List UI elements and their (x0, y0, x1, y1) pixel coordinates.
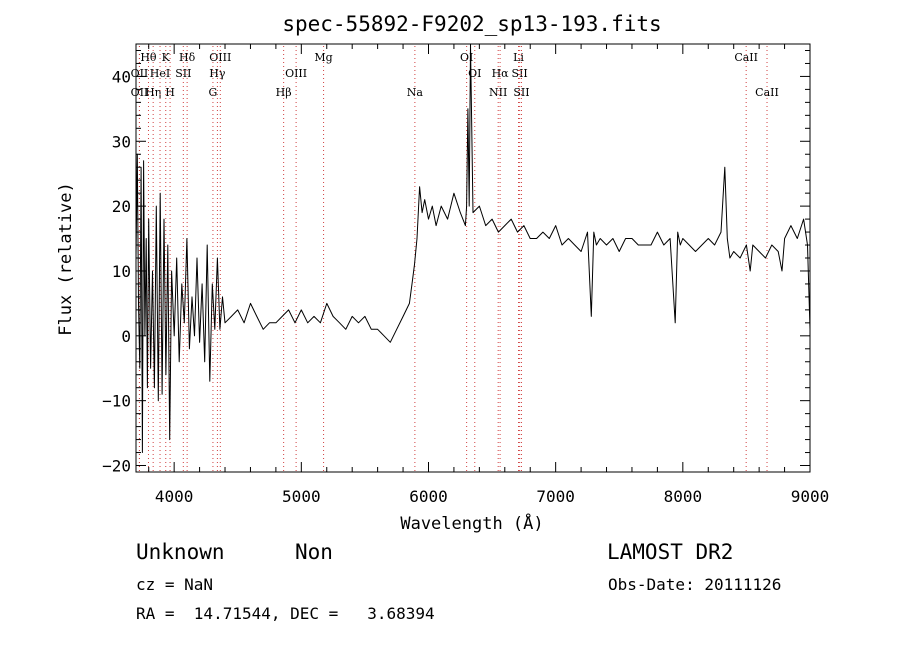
y-tick-label: 30 (112, 132, 131, 151)
line-label: G (209, 86, 218, 99)
observation-date: Obs-Date: 20111126 (608, 575, 782, 594)
line-label: NII (489, 86, 507, 99)
line-label: Hη (145, 86, 161, 99)
line-label: SII (175, 67, 191, 80)
line-label: Hγ (209, 67, 226, 80)
y-tick-label: −10 (102, 392, 131, 411)
y-axis: −20 −10 0 10 20 30 40 (102, 49, 810, 476)
object-subclass: Non (295, 540, 333, 564)
y-tick-label: −20 (102, 457, 131, 476)
object-class: Unknown (136, 540, 225, 564)
line-label: Mg (314, 51, 332, 64)
line-label: OIII (285, 67, 307, 80)
line-label: H (165, 86, 175, 99)
x-axis-label: Wavelength (Å) (400, 512, 543, 534)
x-tick-label: 7000 (536, 487, 575, 506)
y-tick-label: 20 (112, 197, 131, 216)
line-label: CaII (734, 51, 758, 64)
x-axis: 4000 5000 6000 7000 8000 9000 (148, 44, 830, 506)
line-label: CaII (755, 86, 779, 99)
line-label: SII (513, 86, 529, 99)
y-tick-label: 10 (112, 262, 131, 281)
line-label: OII (131, 86, 149, 99)
spectrum-series (135, 43, 811, 453)
x-tick-label: 9000 (791, 487, 830, 506)
line-label: Hα (492, 67, 510, 80)
spectrum-line (135, 43, 811, 453)
survey-name: LAMOST DR2 (607, 540, 734, 564)
line-label: OIII (209, 51, 231, 64)
x-tick-label: 8000 (664, 487, 703, 506)
line-label: Hθ (140, 51, 157, 64)
redshift-cz: cz = NaN (136, 575, 214, 594)
line-label: HeI (150, 67, 170, 80)
y-tick-label: 40 (112, 67, 131, 86)
x-tick-label: 4000 (155, 487, 194, 506)
x-tick-label: 5000 (282, 487, 321, 506)
plot-frame (135, 43, 811, 473)
y-axis-label: Flux (relative) (56, 182, 76, 336)
sky-coordinates: RA = 14.71544, DEC = 3.68394 (136, 604, 435, 623)
line-label: Hδ (179, 51, 196, 64)
y-tick-label: 0 (121, 327, 131, 346)
line-label: Hβ (276, 86, 292, 99)
chart-title: spec-55892-F9202_sp13-193.fits (282, 12, 661, 36)
x-tick-label: 6000 (409, 487, 448, 506)
line-label: K (162, 51, 171, 64)
line-label: OI (460, 51, 473, 64)
line-label: Li (513, 51, 524, 64)
line-label: SII (512, 67, 528, 80)
line-label: Na (407, 86, 424, 99)
